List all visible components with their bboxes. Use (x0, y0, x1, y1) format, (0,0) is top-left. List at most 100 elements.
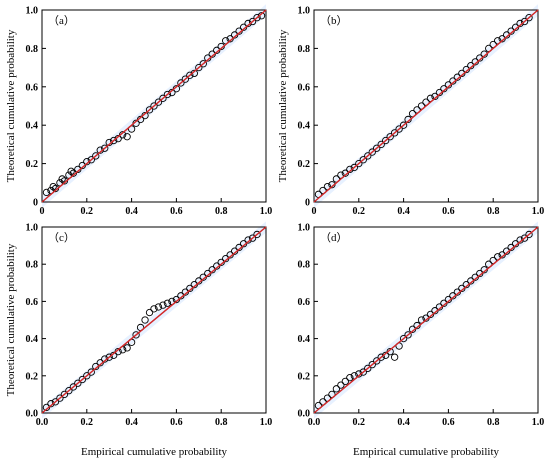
x-tick-label: 0.8 (487, 417, 500, 428)
data-point (355, 159, 363, 168)
x-tick-label: 0.6 (442, 206, 455, 217)
data-point (364, 364, 372, 373)
data-point (92, 152, 100, 160)
data-point (65, 387, 73, 395)
data-point (346, 374, 354, 382)
data-point (56, 394, 64, 402)
data-point (58, 175, 66, 183)
data-point (253, 14, 261, 22)
chart-panel-4: 0.0 0.2 0.4 0.6 0.8 1.0 0.0 0.2 0.4 0.6 0.8 1.0 （d） E… (298, 221, 545, 458)
x-tick-label: 0.8 (215, 417, 228, 428)
plot-frame (41, 226, 267, 414)
data-point (399, 121, 408, 129)
y-tick-label: 0.8 (298, 260, 311, 271)
data-point (159, 301, 167, 309)
data-point (181, 75, 190, 83)
data-point (248, 234, 257, 242)
data-point (368, 148, 376, 156)
data-point (253, 230, 261, 239)
data-point (364, 152, 372, 160)
data-point (520, 234, 529, 242)
y-tick-label: 1.0 (26, 223, 39, 234)
panel-label: （d） (320, 231, 348, 244)
y-tick-label: 0.2 (298, 159, 311, 170)
x-tick-label: 1.0 (260, 417, 273, 428)
data-point (163, 299, 172, 307)
y-axis-title: Theoretical cumulative probability (277, 29, 289, 182)
x-tick-label: 0.8 (215, 206, 228, 217)
data-point (145, 106, 154, 114)
data-point (195, 63, 203, 72)
data-point (199, 60, 207, 68)
y-tick-label: 0.8 (26, 44, 39, 55)
data-point (123, 344, 131, 352)
data-point (67, 167, 75, 175)
x-tick-label: 0.6 (442, 417, 455, 428)
data-point (377, 353, 385, 361)
data-point (78, 375, 86, 384)
data-point (51, 398, 60, 406)
y-axis-title: Theoretical cumulative probability (5, 243, 17, 396)
x-tick-label: 1.0 (260, 206, 273, 217)
data-point (332, 385, 341, 393)
y-tick-label: 1.0 (298, 223, 311, 234)
y-tick-label: 0.0 (26, 409, 39, 420)
data-point (150, 102, 158, 110)
x-axis-title: Empirical cumulative probability (353, 446, 500, 458)
data-point (154, 303, 163, 311)
fit-line (41, 226, 267, 414)
data-point (163, 90, 172, 99)
data-point (60, 390, 69, 399)
x-tick-label: 0.0 (308, 417, 321, 428)
data-point (390, 353, 399, 361)
x-tick-label: 0 (312, 206, 317, 217)
y-tick-label: 0.6 (298, 82, 311, 93)
y-tick-label: 0 (33, 198, 38, 209)
data-point (105, 353, 113, 361)
data-point (150, 305, 158, 313)
panel-label: （b） (320, 14, 348, 27)
data-point (42, 188, 51, 197)
y-tick-label: 0.2 (26, 159, 39, 170)
x-tick-label: 0.6 (170, 417, 183, 428)
x-tick-label: 1.0 (532, 206, 545, 217)
panel-label: （a） (48, 14, 75, 27)
y-tick-label: 1.0 (298, 6, 311, 17)
x-tick-label: 0.4 (125, 206, 138, 217)
plot-frame (313, 226, 539, 414)
x-tick-label: 1.0 (532, 417, 545, 428)
data-point (87, 368, 95, 376)
x-tick-label: 0.2 (81, 417, 94, 428)
panel-label: （c） (48, 231, 75, 244)
y-tick-label: 0.2 (298, 371, 311, 382)
x-tick-label: 0.4 (397, 206, 410, 217)
chart-panel-2: 0 0.2 0.4 0.6 0.8 1.0 0 0.2 0.4 0.6 0.8 1.0 （b） Theor… (277, 4, 544, 217)
data-point (520, 17, 529, 26)
chart-panel-1: 0 0.2 0.4 0.6 0.8 1.0 0 0.2 0.4 0.6 0.8 1.0 （a） Theor… (5, 4, 272, 217)
plot-frame (41, 9, 267, 203)
data-point (123, 133, 131, 141)
x-axis-title: Empirical cumulative probability (81, 446, 228, 458)
data-point (132, 331, 140, 339)
data-point (404, 331, 412, 339)
data-point (350, 163, 358, 172)
y-axis-title: Theoretical cumulative probability (5, 29, 17, 182)
data-point (101, 144, 109, 152)
y-tick-label: 0.4 (298, 121, 311, 132)
y-tick-label: 0 (305, 198, 310, 209)
data-point (386, 133, 394, 141)
data-point (368, 360, 376, 369)
data-point (83, 372, 91, 380)
x-tick-label: 0.2 (81, 206, 94, 217)
y-tick-label: 1.0 (26, 6, 39, 17)
x-tick-label: 0.2 (353, 206, 366, 217)
data-point (359, 368, 367, 376)
data-point (359, 156, 367, 164)
y-tick-label: 0.6 (26, 82, 39, 93)
data-point (395, 125, 403, 133)
fit-line (41, 9, 267, 203)
y-tick-label: 0.8 (26, 260, 39, 271)
y-tick-label: 0.8 (298, 44, 311, 55)
x-tick-label: 0.6 (170, 206, 183, 217)
data-point (186, 71, 194, 79)
